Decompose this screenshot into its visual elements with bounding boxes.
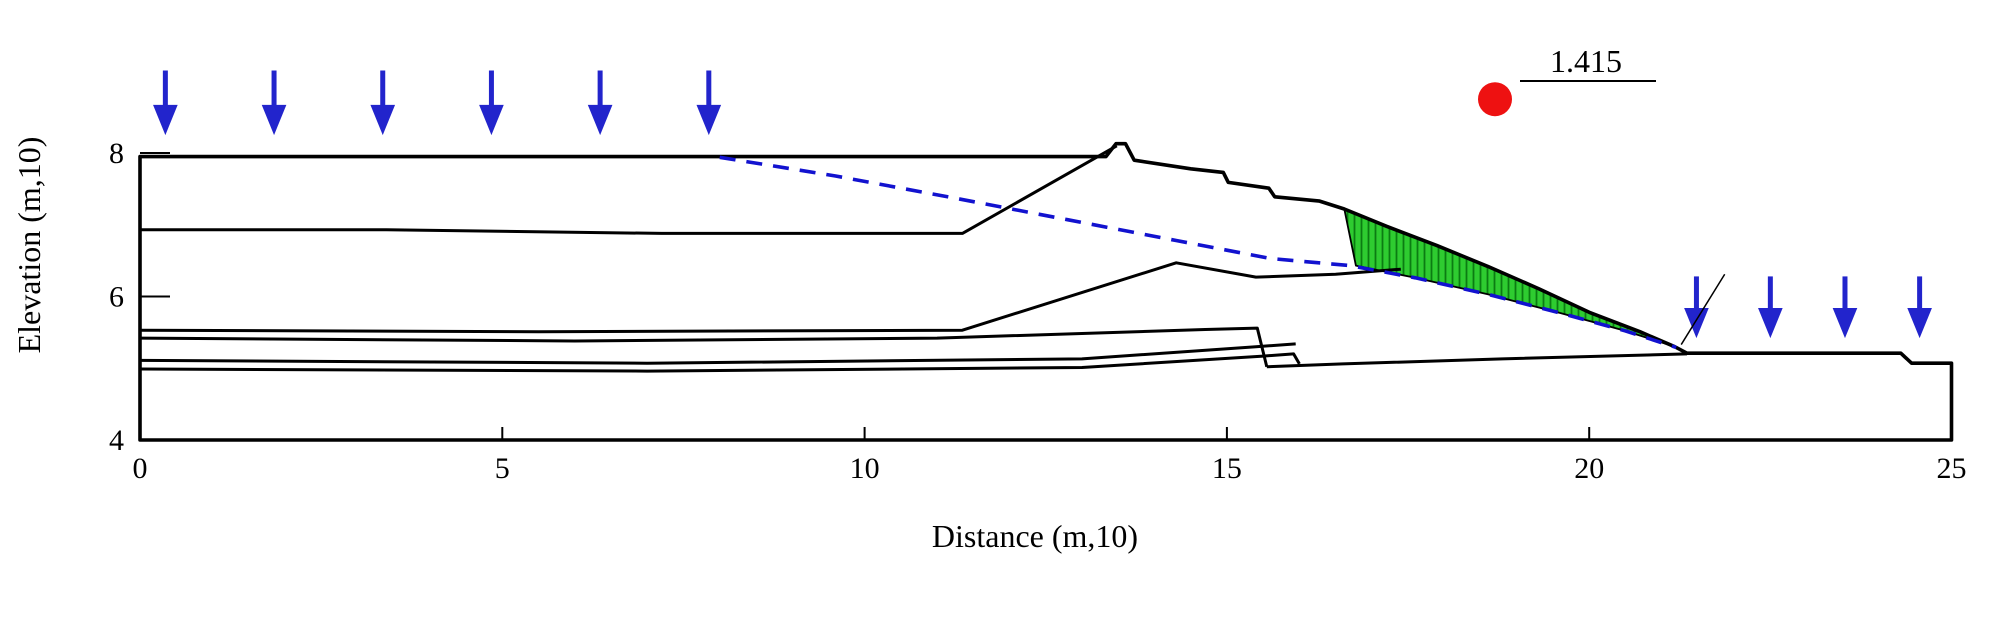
slip-center-marker-icon — [1478, 82, 1513, 117]
soil-layer-line — [139, 342, 1296, 365]
y-tick-label: 4 — [109, 424, 124, 457]
crest-load-arrow-head-icon — [153, 104, 178, 136]
y-axis-title: Elevation (m,10) — [11, 137, 47, 354]
bench-load-arrow-head-icon — [1832, 307, 1858, 339]
toe-annotation-line — [1680, 273, 1726, 345]
crest-load-arrow-head-icon — [261, 104, 287, 136]
x-tick-label: 15 — [1212, 452, 1242, 485]
bench-load-arrow-head-icon — [1758, 307, 1783, 339]
soil-layer-line — [1266, 352, 1688, 369]
bench-load-arrow-head-icon — [1907, 307, 1932, 339]
soil-layer-line — [139, 261, 1401, 334]
x-axis-title: Distance (m,10) — [932, 518, 1138, 554]
x-tick-label: 20 — [1574, 452, 1604, 485]
crest-load-arrow-head-icon — [479, 104, 504, 136]
crest-load-arrow-head-icon — [696, 104, 722, 136]
x-tick-label: 5 — [495, 452, 510, 485]
soil-layer-line — [140, 144, 1118, 235]
soil-layer-line — [139, 326, 1269, 368]
factor-of-safety-label: 1.415 — [1550, 43, 1622, 79]
soil-layer-line — [139, 352, 1301, 373]
x-tick-label: 0 — [133, 452, 148, 485]
y-tick-label: 6 — [109, 281, 124, 314]
crest-load-arrow-head-icon — [587, 104, 613, 136]
plot-geometry: 0 5 10 15 20 25 8 6 4 — [109, 70, 1967, 485]
x-tick-label: 10 — [850, 452, 880, 485]
bench-load-arrow-head-icon — [1684, 307, 1709, 339]
x-tick-label: 25 — [1937, 452, 1967, 485]
crest-load-arrow-head-icon — [370, 104, 396, 136]
ground-outline — [138, 141, 1954, 442]
y-tick-label: 8 — [109, 137, 124, 170]
slip-surface-dashed-line — [719, 155, 1677, 350]
